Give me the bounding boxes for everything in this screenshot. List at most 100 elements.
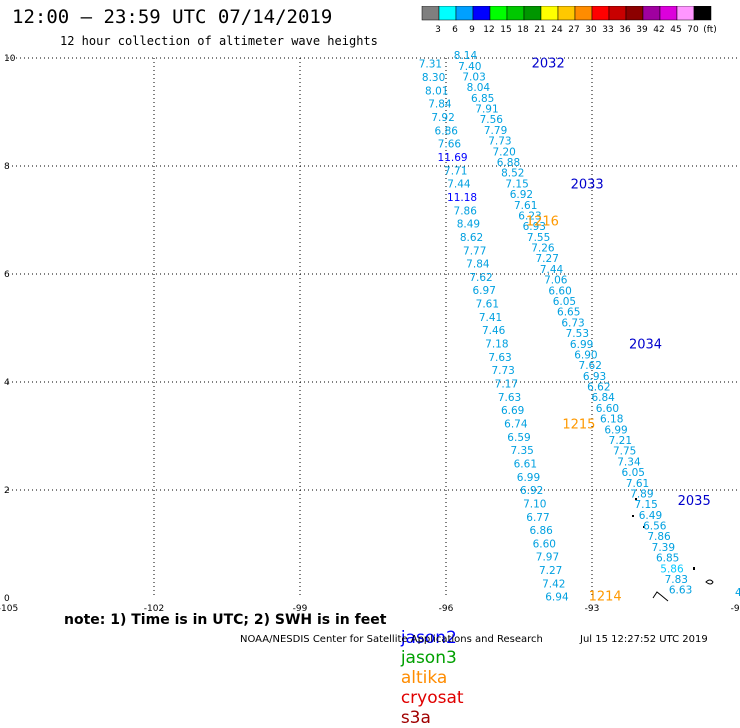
- swh-value: 7.92: [431, 112, 454, 124]
- swh-value: 7.63: [488, 352, 511, 364]
- swh-value: 7.35: [510, 445, 533, 457]
- swh-value: 6.85: [656, 553, 679, 565]
- colorbar-label: (ft): [703, 25, 717, 34]
- swh-value: 7.03: [462, 71, 485, 83]
- swh-value: 7.86: [647, 531, 671, 543]
- legend-jason3: jason3: [400, 648, 457, 668]
- swh-value: 8.62: [460, 232, 483, 244]
- island-outline: [635, 498, 637, 500]
- swh-value: 7.61: [476, 299, 499, 311]
- swh-value: 7.75: [613, 446, 636, 458]
- colorbar-label: 15: [500, 25, 511, 34]
- swh-value: 6.99: [570, 339, 593, 351]
- x-tick-label: -96: [439, 604, 454, 614]
- swh-value: 7.10: [523, 498, 546, 510]
- swh-value: 7.46: [482, 325, 506, 337]
- swh-value: 8.14: [454, 50, 478, 62]
- swh-value: 7.97: [536, 552, 559, 564]
- swh-value: 6.93: [523, 221, 546, 233]
- swh-value: 6.86: [435, 125, 459, 137]
- swh-value: 6.93: [583, 371, 606, 383]
- swh-value: 7.21: [609, 435, 632, 447]
- swh-value: 7.55: [527, 232, 550, 244]
- swh-value: 7.63: [498, 392, 521, 404]
- colorbar-label: 39: [636, 25, 648, 34]
- swh-value: 6.65: [557, 307, 580, 319]
- colorbar-label: 33: [602, 25, 613, 34]
- legend-cryosat: cryosat: [400, 688, 464, 708]
- swh-value: 6.05: [622, 467, 645, 479]
- legend-s3a: s3a: [400, 708, 431, 728]
- colorbar-label: 6: [452, 25, 458, 34]
- swh-value: 7.62: [579, 360, 602, 372]
- x-tick-label: -102: [144, 604, 164, 614]
- swh-value: 6.56: [643, 521, 667, 533]
- colorbar-label: 30: [585, 25, 597, 34]
- swh-value: 7.44: [540, 264, 564, 276]
- x-tick-label: -99: [293, 604, 308, 614]
- colorbar-label: 21: [534, 25, 545, 34]
- y-tick-label: 0: [4, 594, 10, 604]
- y-tick-label: 2: [4, 486, 10, 496]
- swh-value: 7.06: [544, 275, 568, 287]
- swh-value: 6.18: [600, 414, 623, 426]
- map-title: 12:00 – 23:59 UTC 07/14/2019: [12, 6, 333, 28]
- pass-number-label: 1214: [589, 590, 622, 605]
- swh-value: 11.69: [438, 152, 468, 164]
- swh-value: 7.73: [491, 365, 514, 377]
- swh-value: 7.79: [484, 125, 507, 137]
- pass-number-label: 2032: [532, 57, 565, 72]
- colorbar-swatch: [693, 6, 712, 21]
- swh-value: 7.39: [652, 542, 675, 554]
- colorbar-label: 9: [469, 25, 475, 34]
- axis-tick-labels: -105 -102 -99 -96 -93 -90 0 2 4 6 8 10: [0, 54, 740, 614]
- swh-value: 7.62: [469, 272, 492, 284]
- island-outline: [643, 526, 645, 528]
- swh-value: 7.44: [447, 179, 471, 191]
- swh-value: 6.94: [545, 592, 569, 604]
- swh-value: 7.20: [492, 146, 515, 158]
- pass-labels: 2032 2033 2034 2035 1216 1215 1214: [526, 57, 711, 605]
- colorbar-label: 18: [517, 25, 529, 34]
- swh-value: 8.04: [467, 82, 491, 94]
- y-tick-label: 8: [4, 162, 10, 172]
- island-outline: [705, 579, 714, 585]
- swh-value: 8.49: [457, 219, 480, 231]
- generated-timestamp: Jul 15 12:27:52 UTC 2019: [580, 634, 708, 645]
- swh-value: 7.15: [634, 499, 657, 511]
- swh-value: 8.01: [425, 85, 448, 97]
- swh-value: 6.97: [473, 285, 496, 297]
- swh-value: 6.73: [561, 317, 584, 329]
- legend-jason2: jason2: [400, 628, 457, 648]
- y-tick-label: 4: [4, 378, 10, 388]
- swh-value: 6.92: [520, 485, 543, 497]
- x-tick-label: -105: [0, 604, 18, 614]
- y-tick-label: 6: [4, 270, 10, 280]
- note-text: note: 1) Time is in UTC; 2) SWH is in fe…: [64, 612, 387, 628]
- swh-value: 7.77: [463, 245, 486, 257]
- island-outlines: [632, 498, 714, 602]
- swh-value: 7.27: [539, 565, 562, 577]
- swh-value: 6.99: [604, 424, 627, 436]
- pass-number-label: 2035: [678, 494, 711, 509]
- swh-value: 11.18: [447, 192, 477, 204]
- swh-value: 6.60: [533, 538, 556, 550]
- x-tick-label: -90: [731, 604, 740, 614]
- island-outline: [632, 515, 634, 517]
- swh-value: 7.17: [495, 379, 518, 391]
- colorbar-label: 3: [435, 25, 441, 34]
- swh-value: 5.86: [660, 563, 684, 575]
- swh-value: 6.62: [587, 382, 610, 394]
- satellite-legend: jason2 jason3 altika cryosat s3a: [390, 608, 472, 728]
- swh-value: 6.59: [507, 432, 530, 444]
- pass-number-label: 2033: [571, 178, 604, 193]
- swh-value: 6.99: [517, 472, 540, 484]
- colorbar-label: 24: [551, 25, 563, 34]
- legend-altika: altika: [400, 668, 448, 688]
- swh-value: 7.83: [665, 574, 688, 586]
- swh-value: 6.61: [514, 458, 537, 470]
- swh-value: 6.86: [529, 525, 553, 537]
- map-grid: [8, 57, 738, 598]
- swh-value: 7.27: [536, 253, 559, 265]
- island-outline: [693, 567, 695, 570]
